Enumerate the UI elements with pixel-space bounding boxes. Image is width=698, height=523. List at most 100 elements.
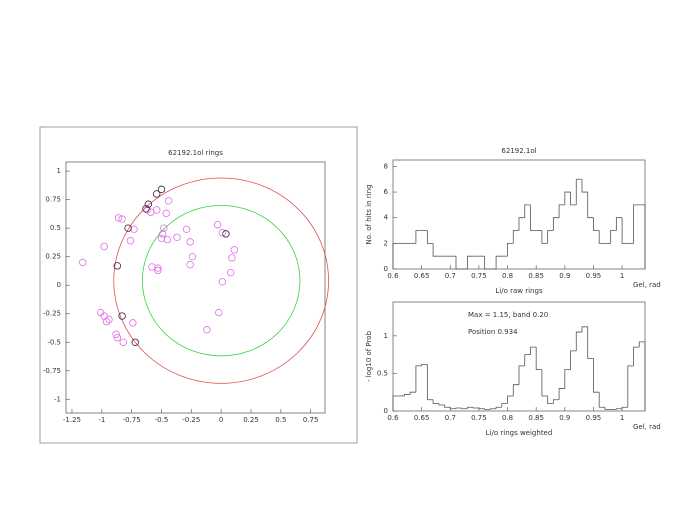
hit-point xyxy=(186,238,194,246)
hist-bin xyxy=(432,399,439,404)
hist-bin xyxy=(570,350,577,370)
y-tick-label: 2 xyxy=(384,239,388,247)
hit-point xyxy=(154,264,162,272)
plot-frame xyxy=(65,161,326,414)
hist-bin xyxy=(621,217,628,244)
hist-bin xyxy=(404,394,411,396)
hit-point xyxy=(124,224,132,232)
y-tick-label: 0.5 xyxy=(50,224,61,232)
x-tick-label: 1 xyxy=(620,414,624,422)
hist-bin xyxy=(524,204,531,218)
x-tick-label: 0.6 xyxy=(387,414,399,422)
hist-bin xyxy=(478,407,485,410)
y-axis-label: No. of hits in ring xyxy=(365,184,373,244)
hist-bin xyxy=(455,407,462,409)
hist-bin xyxy=(467,406,474,409)
hist-bin xyxy=(575,178,582,205)
hit-point xyxy=(130,225,138,234)
hist-bin xyxy=(552,399,560,404)
y-tick-label: -0.5 xyxy=(47,338,61,346)
hist-bin xyxy=(581,179,588,193)
hit-point xyxy=(113,334,122,342)
x-tick-label: 0.8 xyxy=(502,272,513,280)
hit-point xyxy=(164,197,173,205)
hit-point xyxy=(157,234,166,243)
x-tick-label: -1 xyxy=(98,416,105,424)
hist-bin xyxy=(444,404,451,408)
x-tick-label: 0.5 xyxy=(275,416,286,424)
x-tick-label: 0.6 xyxy=(387,272,399,280)
x-tick-label: -1.25 xyxy=(63,416,81,424)
hit-point xyxy=(230,246,238,254)
y-tick-label: -1 xyxy=(54,395,61,403)
annotation: Max = 1.15, band 0.20 xyxy=(468,311,548,319)
x-tick-label: 0.95 xyxy=(586,272,602,280)
hit-point xyxy=(222,230,230,238)
hist-bin xyxy=(639,204,646,269)
x-axis-unit: Gel, rad xyxy=(633,281,661,289)
hist-bin xyxy=(495,406,502,409)
hist-bin xyxy=(507,242,514,257)
hist-bin xyxy=(530,204,537,231)
y-tick-label: 1 xyxy=(384,332,388,340)
hist-bin xyxy=(558,204,565,218)
plot-frame xyxy=(392,159,646,270)
y-tick-label: -0.75 xyxy=(43,367,61,375)
hist-bin xyxy=(610,230,617,244)
x-axis-unit: Gel, rad xyxy=(633,423,661,431)
hist-bin xyxy=(415,365,422,393)
hit-point xyxy=(153,206,161,214)
hist-bin xyxy=(518,217,525,231)
hist-bin xyxy=(604,407,611,410)
y-tick-label: 0.5 xyxy=(377,369,388,377)
hit-point xyxy=(105,315,113,324)
x-tick-label: -0.75 xyxy=(123,416,141,424)
y-tick-label: -0.25 xyxy=(43,310,61,318)
hist-bin xyxy=(409,391,416,395)
hist-bin xyxy=(512,230,519,244)
ring xyxy=(141,204,301,357)
hit-point xyxy=(218,229,227,237)
hit-point xyxy=(142,205,150,213)
hit-point xyxy=(162,209,170,218)
x-tick-label: 0.7 xyxy=(445,414,456,422)
y-tick-label: 0.25 xyxy=(45,253,61,261)
hit-point xyxy=(143,206,151,214)
y-tick-label: 1 xyxy=(57,167,61,175)
hit-point xyxy=(186,260,194,269)
hist-bin xyxy=(524,354,531,366)
hit-point xyxy=(148,263,156,271)
hit-point xyxy=(112,330,120,338)
hist-bin xyxy=(392,395,399,411)
hit-point xyxy=(100,242,108,251)
hist-bin xyxy=(489,408,497,410)
hist-bin xyxy=(518,365,525,385)
hist-bin xyxy=(615,217,623,231)
hit-point xyxy=(118,312,126,320)
hit-point xyxy=(158,230,167,238)
y-tick-label: 4 xyxy=(384,214,389,222)
hist-bin xyxy=(432,243,439,257)
hit-point xyxy=(203,326,211,334)
hist-bin xyxy=(392,242,399,269)
hist-bin xyxy=(581,326,588,333)
y-tick-label: 8 xyxy=(384,162,388,170)
hist-bin xyxy=(467,255,474,269)
hist-bin xyxy=(615,408,623,410)
y-axis-label: - log10 of Prob xyxy=(365,330,373,382)
x-tick-label: 0.75 xyxy=(303,416,319,424)
hist-bin xyxy=(575,331,582,351)
hist-bin xyxy=(449,407,456,410)
hit-point xyxy=(154,266,162,275)
hit-point xyxy=(144,200,153,208)
hit-point xyxy=(114,214,123,222)
x-tick-label: 0.95 xyxy=(586,414,602,422)
x-tick-label: 1 xyxy=(620,272,624,280)
hist-bin xyxy=(593,217,600,231)
x-tick-label: 0.85 xyxy=(528,414,544,422)
hist-bin xyxy=(495,255,502,269)
hit-point xyxy=(163,235,172,244)
hit-point xyxy=(153,190,161,198)
hit-point xyxy=(118,215,126,223)
x-tick-label: 0.85 xyxy=(528,272,544,280)
